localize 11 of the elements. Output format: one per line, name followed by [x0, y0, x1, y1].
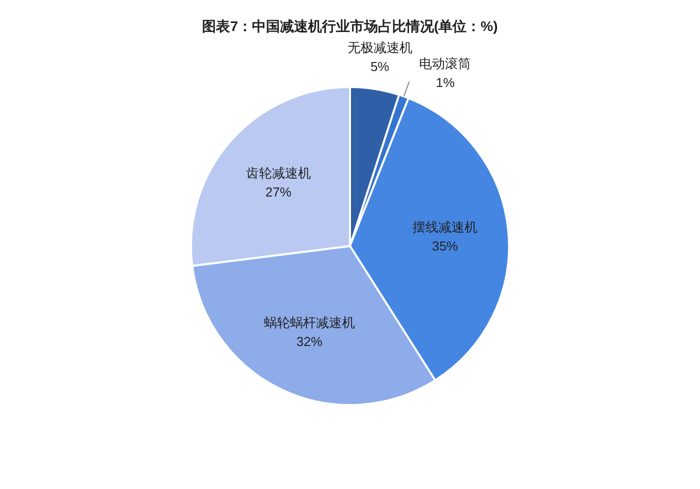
slice-label: 蜗轮蜗杆减速机	[264, 314, 355, 330]
data-label: 32%	[296, 334, 323, 349]
slice-label: 电动滚筒	[419, 56, 472, 72]
data-label: 1%	[436, 75, 456, 90]
data-label: 27%	[265, 184, 292, 200]
data-label: 5%	[370, 59, 390, 74]
data-label: 35%	[432, 238, 458, 254]
slice-label: 无极减速机	[347, 40, 412, 56]
slice-label: 摆线减速机	[412, 220, 478, 235]
slice-label: 齿轮减速机	[246, 165, 311, 180]
chart-title: 图表7：中国减速机行业市场占比情况(单位：%)	[201, 18, 499, 36]
